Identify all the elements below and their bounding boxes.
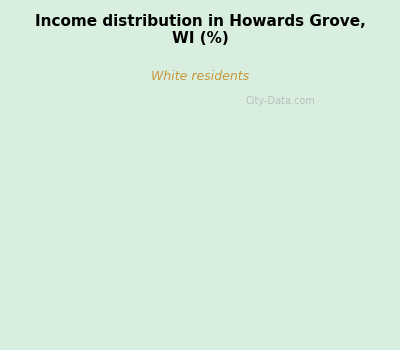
Wedge shape: [200, 226, 253, 274]
Wedge shape: [200, 172, 261, 226]
Text: $60k: $60k: [281, 192, 313, 205]
Text: $50k: $50k: [284, 206, 316, 220]
Wedge shape: [199, 226, 221, 287]
Text: $150k: $150k: [285, 223, 326, 236]
Text: $30k: $30k: [266, 165, 298, 178]
Text: $100k: $100k: [186, 134, 226, 147]
Text: $200k: $200k: [271, 172, 311, 185]
Text: $75k: $75k: [259, 158, 292, 171]
Text: City-Data.com: City-Data.com: [245, 96, 315, 106]
Text: $125k: $125k: [232, 140, 272, 153]
Text: $10k: $10k: [217, 136, 249, 149]
Text: $20k: $20k: [249, 149, 281, 162]
Wedge shape: [143, 226, 200, 279]
Text: > $200k: > $200k: [278, 185, 332, 198]
Wedge shape: [200, 217, 262, 241]
Wedge shape: [200, 226, 260, 258]
Wedge shape: [168, 164, 200, 226]
Wedge shape: [168, 226, 200, 287]
Text: White residents: White residents: [151, 70, 249, 83]
Text: $40k: $40k: [275, 178, 307, 191]
Wedge shape: [138, 188, 200, 249]
Text: Income distribution in Howards Grove,
WI (%): Income distribution in Howards Grove, WI…: [35, 14, 365, 47]
Wedge shape: [151, 173, 200, 226]
Wedge shape: [200, 226, 238, 284]
Wedge shape: [200, 164, 231, 226]
